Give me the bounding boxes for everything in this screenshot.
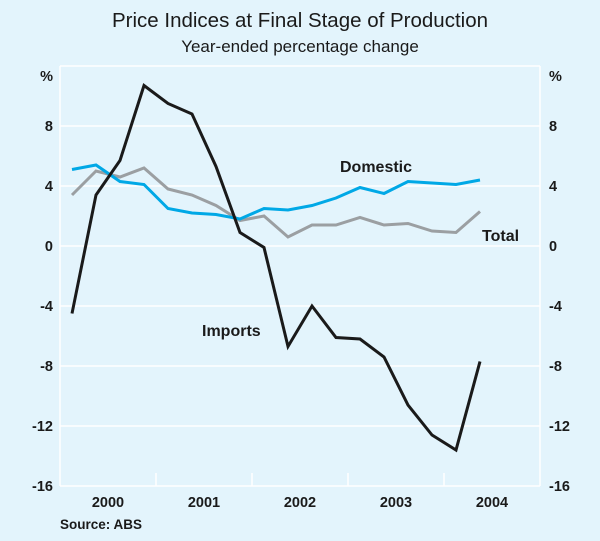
y-tick-label-right: -8 [549,359,562,375]
x-tick-label: 2004 [476,495,508,511]
series-label-total: Total [482,228,519,245]
y-tick-label-left: -16 [32,479,53,495]
y-unit-label-right: % [549,69,562,85]
x-axis: 2000 2001 2002 2003 2004 [92,495,508,511]
y-unit-label-left: % [40,69,53,85]
series-lines [70,83,482,453]
y-tick-label-left: -12 [32,419,53,435]
x-tick-label: 2003 [380,495,412,511]
series-line-total [70,166,481,239]
x-tick-label: 2001 [188,495,220,511]
series-label-imports: Imports [202,323,261,340]
y-axis-right: -16 -12 -8 -4 0 4 8 [549,119,570,495]
y-tick-label-right: -4 [549,299,562,315]
chart-subtitle: Year-ended percentage change [181,37,419,56]
y-tick-label-left: 4 [45,179,53,195]
y-tick-label-right: 0 [549,239,557,255]
series-line-domestic [71,163,481,221]
y-tick-label-left: 0 [45,239,53,255]
series-line-imports [70,83,482,453]
y-tick-label-left: 8 [45,119,53,135]
series-label-domestic: Domestic [340,159,412,176]
y-tick-label-left: -8 [40,359,53,375]
y-axis-left: -16 -12 -8 -4 0 4 8 [32,119,53,495]
y-tick-label-right: 4 [549,179,557,195]
x-tick-label: 2000 [92,495,124,511]
y-tick-label-right: -16 [549,479,570,495]
y-tick-label-right: -12 [549,419,570,435]
x-tick-label: 2002 [284,495,316,511]
y-tick-label-right: 8 [549,119,557,135]
source-note: Source: ABS [60,517,142,532]
gridlines [60,65,540,427]
plot-frame [59,66,541,487]
chart-title: Price Indices at Final Stage of Producti… [112,9,488,32]
y-tick-label-left: -4 [40,299,53,315]
